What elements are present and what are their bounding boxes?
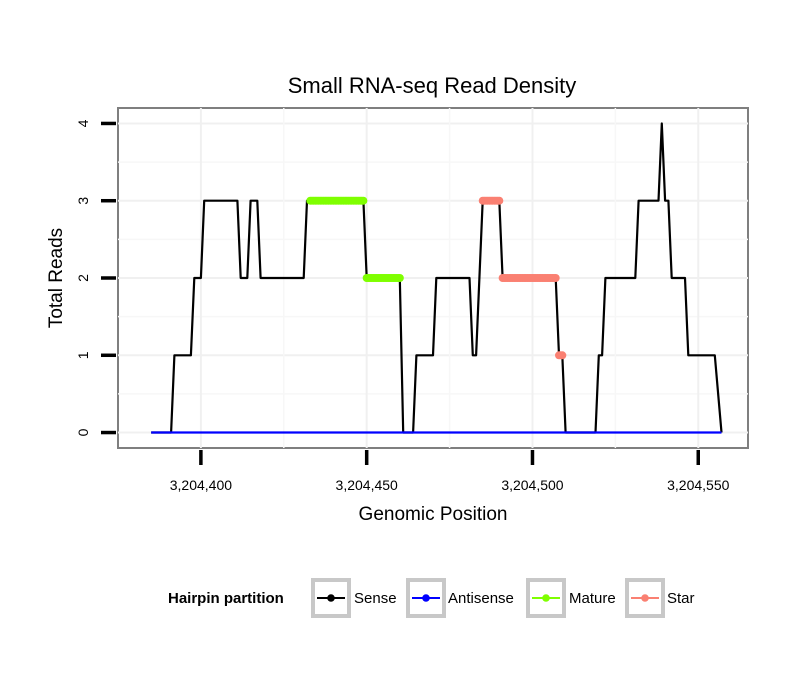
mature-segment <box>362 274 404 282</box>
axes: 3,204,400 3,204,450 3,204,500 3,204,550 0 1 2 3… <box>75 119 730 493</box>
legend-label: Antisense <box>448 590 514 607</box>
legend-key-point <box>542 594 550 602</box>
star-point <box>558 351 567 360</box>
legend: Hairpin partition Sense Antisense Mature St… <box>168 578 695 618</box>
star-point <box>551 274 560 282</box>
star-segment <box>498 274 560 282</box>
legend-key-point <box>327 594 335 602</box>
y-tick-label: 1 <box>75 351 91 359</box>
legend-item-antisense: Antisense <box>406 578 514 618</box>
x-tick-label: 3,204,500 <box>501 477 563 493</box>
x-tick-label: 3,204,550 <box>667 477 729 493</box>
y-axis-title: Total Reads <box>46 228 67 328</box>
legend-label: Mature <box>569 590 616 607</box>
y-tick-label: 2 <box>75 274 91 282</box>
legend-item-star: Star <box>625 578 695 618</box>
y-tick-label: 4 <box>75 119 91 127</box>
chart-title: Small RNA-seq Read Density <box>288 73 577 98</box>
legend-item-mature: Mature <box>526 578 616 618</box>
x-tick-label: 3,204,400 <box>170 477 232 493</box>
mature-point <box>359 196 368 205</box>
x-tick-label: 3,204,450 <box>336 477 398 493</box>
mature-point <box>395 274 404 282</box>
legend-item-sense: Sense <box>311 578 397 618</box>
star-point <box>495 196 504 205</box>
legend-key-point <box>422 594 430 602</box>
sense-series-line <box>151 122 723 434</box>
legend-key-point <box>641 594 649 602</box>
y-tick-label: 3 <box>75 197 91 205</box>
legend-title: Hairpin partition <box>168 590 284 607</box>
legend-label: Star <box>667 590 695 607</box>
series-layer <box>151 122 723 434</box>
x-axis-title: Genomic Position <box>359 504 508 525</box>
star-segment <box>555 351 567 360</box>
y-tick-label: 0 <box>75 428 91 436</box>
mature-segment <box>306 196 368 205</box>
star-segment <box>478 196 504 205</box>
legend-label: Sense <box>354 590 397 607</box>
